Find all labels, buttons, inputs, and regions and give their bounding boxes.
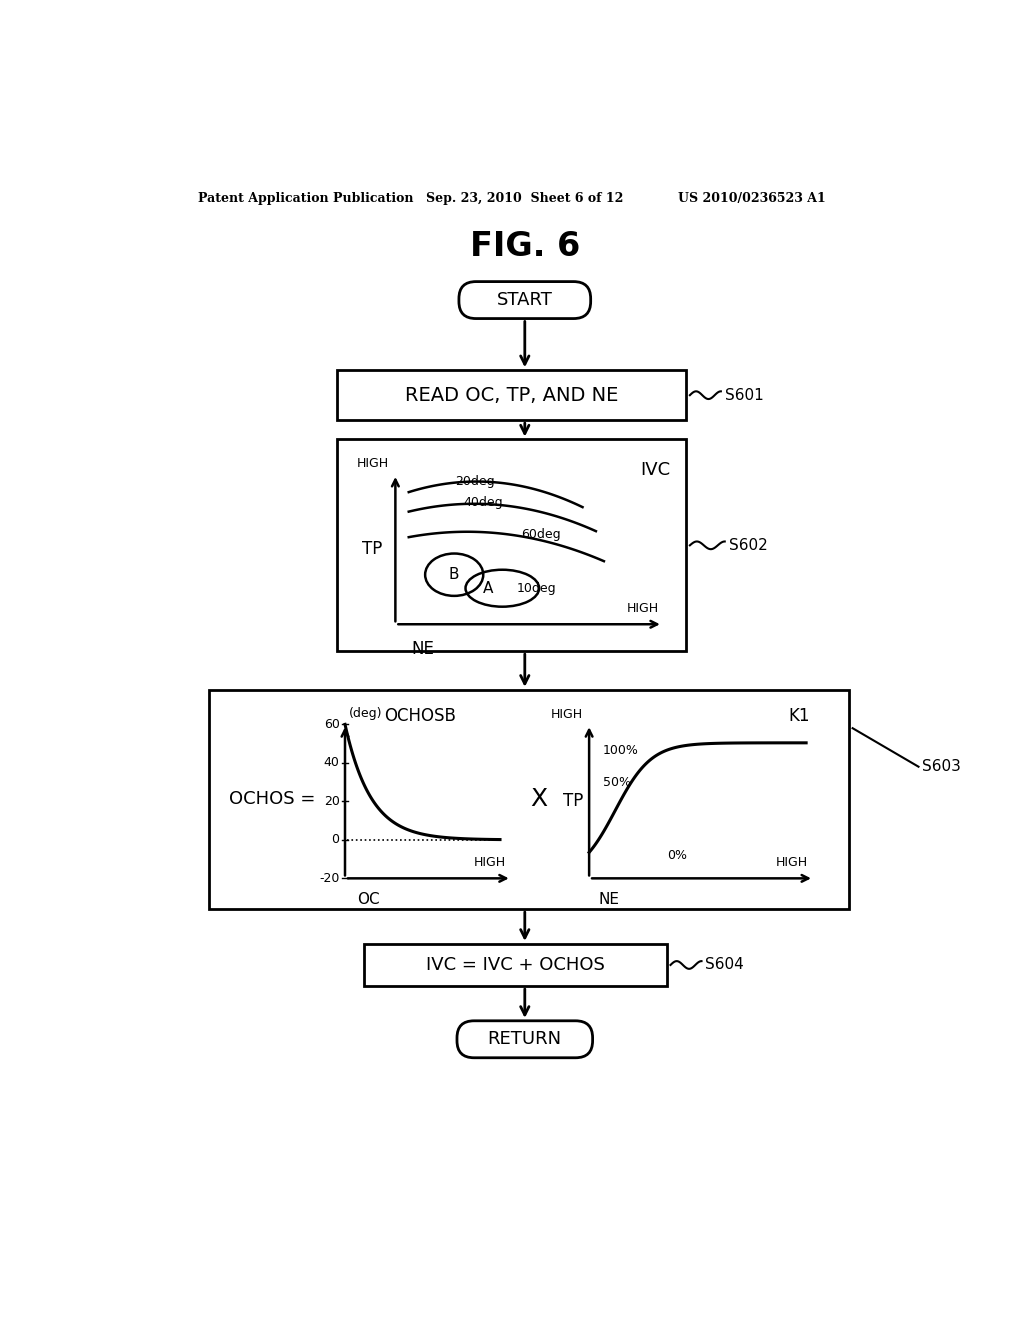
Text: S604: S604 [706,957,744,973]
Text: X: X [530,788,547,812]
Text: K1: K1 [788,706,810,725]
Text: 40deg: 40deg [463,496,503,510]
Text: 40: 40 [324,756,340,770]
Text: HIGH: HIGH [473,857,506,869]
Text: S601: S601 [725,388,764,403]
Text: 20deg: 20deg [455,475,495,488]
Bar [337,440,686,651]
Bar [365,944,667,986]
Text: HIGH: HIGH [551,708,583,721]
Bar [209,689,849,909]
Text: 60: 60 [324,718,340,731]
Text: 60deg: 60deg [521,528,561,541]
Text: S603: S603 [923,759,962,775]
Text: IVC = IVC + OCHOS: IVC = IVC + OCHOS [426,956,605,974]
Text: 100%: 100% [603,743,639,756]
Text: OC: OC [357,892,380,907]
Text: A: A [483,581,494,595]
Text: 20: 20 [324,795,340,808]
Text: Sep. 23, 2010  Sheet 6 of 12: Sep. 23, 2010 Sheet 6 of 12 [426,191,624,205]
Text: HIGH: HIGH [627,602,658,615]
Text: 0: 0 [332,833,340,846]
Text: OCHOS =: OCHOS = [228,791,315,808]
Text: OCHOSB: OCHOSB [384,706,456,725]
Text: 0%: 0% [667,849,687,862]
Text: RETURN: RETURN [487,1031,562,1048]
Text: S602: S602 [729,537,767,553]
Text: (deg): (deg) [349,708,382,721]
Text: NE: NE [411,640,434,657]
Text: -20: -20 [319,871,340,884]
Text: US 2010/0236523 A1: US 2010/0236523 A1 [678,191,826,205]
Text: NE: NE [598,892,618,907]
Text: B: B [449,568,460,582]
Text: START: START [497,292,553,309]
Text: HIGH: HIGH [357,457,389,470]
Text: Patent Application Publication: Patent Application Publication [198,191,414,205]
Text: HIGH: HIGH [775,857,808,869]
Text: 10deg: 10deg [516,582,556,595]
Text: IVC: IVC [640,461,671,479]
Bar [337,370,686,420]
Text: TP: TP [562,792,583,810]
Text: FIG. 6: FIG. 6 [470,231,580,264]
Text: TP: TP [361,540,382,558]
Text: READ OC, TP, AND NE: READ OC, TP, AND NE [404,385,618,405]
Text: 50%: 50% [603,776,631,789]
